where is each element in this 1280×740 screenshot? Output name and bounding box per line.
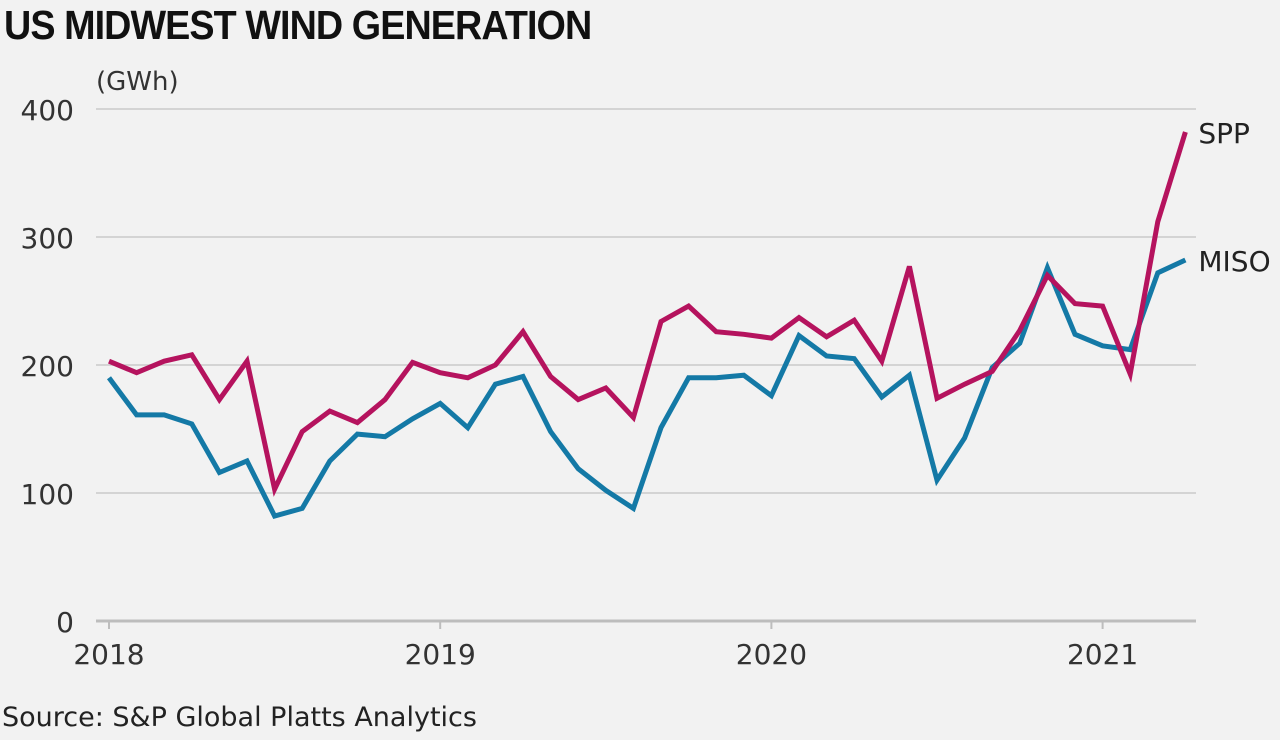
series-label-spp: SPP xyxy=(1198,117,1250,150)
y-axis-unit-label: (GWh) xyxy=(96,67,179,97)
x-tick-label: 2019 xyxy=(405,638,476,671)
x-tick-label: 2018 xyxy=(73,638,144,671)
series-labels: SPP MISO xyxy=(1198,117,1270,278)
y-tick-label: 400 xyxy=(21,94,74,127)
x-tick-label: 2020 xyxy=(736,638,807,671)
y-tick-label: 300 xyxy=(21,222,74,255)
source-note: Source: S&P Global Platts Analytics xyxy=(2,702,477,733)
series-label-miso: MISO xyxy=(1198,245,1270,278)
series-line-miso xyxy=(106,257,1187,519)
x-axis-ticks: 2018 2019 2020 2021 xyxy=(73,621,1138,671)
y-tick-label: 100 xyxy=(21,478,74,511)
series-lines xyxy=(106,131,1188,519)
line-chart: (GWh) 0 100 200 300 400 2018 2019 2020 2021 SPP… xyxy=(21,67,1271,671)
y-tick-label: 0 xyxy=(56,606,74,639)
chart-title: US MIDWEST WIND GENERATION xyxy=(4,2,592,48)
x-tick-label: 2021 xyxy=(1067,638,1138,671)
series-line-spp xyxy=(108,131,1188,497)
y-tick-label: 200 xyxy=(21,350,74,383)
y-axis-ticks: 0 100 200 300 400 xyxy=(21,94,74,639)
